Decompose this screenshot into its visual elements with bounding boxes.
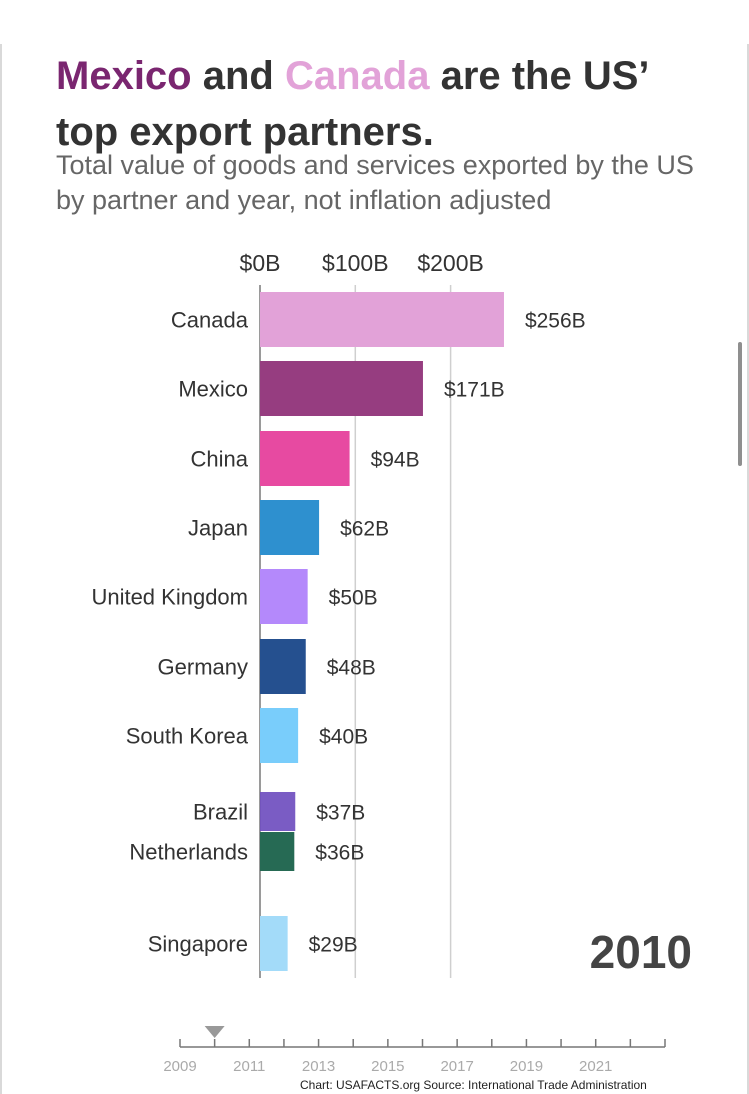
x-tick-label: $200B <box>417 250 484 276</box>
value-label: $40B <box>319 726 368 749</box>
timeline-handle[interactable] <box>204 1026 225 1038</box>
value-label: $48B <box>327 657 376 680</box>
bar <box>260 832 295 871</box>
bar <box>260 569 308 624</box>
chart-subtitle: Total value of goods and services export… <box>56 150 694 215</box>
category-label: Germany <box>158 655 248 680</box>
value-label: $171B <box>444 379 505 402</box>
category-label: Japan <box>188 516 248 541</box>
timeline-year-label: 2011 <box>233 1058 265 1075</box>
timeline-year-label: 2013 <box>302 1058 335 1075</box>
bar <box>260 792 296 831</box>
scrollbar-thumb[interactable] <box>738 342 742 466</box>
timeline-year-label: 2015 <box>371 1058 404 1075</box>
bar <box>260 500 320 555</box>
category-label: Singapore <box>148 932 248 957</box>
bar <box>260 708 299 763</box>
x-tick-label: $0B <box>240 250 281 276</box>
chart-headline: Mexico and Canada are the US’ top export… <box>56 48 716 160</box>
timeline-year-label: 2017 <box>440 1058 473 1075</box>
value-label: $37B <box>316 802 365 825</box>
category-label: Netherlands <box>129 840 248 865</box>
category-label: Mexico <box>178 377 248 402</box>
left-frame-border <box>0 44 2 1094</box>
category-label: Canada <box>171 308 249 333</box>
category-label: Brazil <box>193 800 248 825</box>
timeline-year-label: 2021 <box>579 1058 612 1075</box>
value-label: $29B <box>309 934 358 957</box>
right-frame-border <box>747 44 749 1094</box>
bar <box>260 361 423 416</box>
source-note: Chart: USAFACTS.org Source: Internationa… <box>300 1078 647 1092</box>
headline-and: and <box>191 54 285 98</box>
category-label: South Korea <box>126 724 249 749</box>
category-label: China <box>191 447 249 472</box>
value-label: $94B <box>371 449 420 472</box>
value-label: $36B <box>315 842 364 865</box>
category-label: United Kingdom <box>91 585 248 610</box>
headline-rest: are the US’ top export partners. <box>56 54 648 154</box>
value-label: $256B <box>525 310 586 333</box>
bar <box>260 916 288 971</box>
value-label: $62B <box>340 518 389 541</box>
bar <box>260 431 350 486</box>
x-tick-label: $100B <box>322 250 389 276</box>
timeline-year-label: 2019 <box>510 1058 543 1075</box>
timeline-year-label: 2009 <box>163 1058 196 1075</box>
bar <box>260 292 504 347</box>
year-label: 2010 <box>590 926 692 978</box>
headline-canada: Canada <box>284 54 430 98</box>
value-label: $50B <box>329 587 378 610</box>
headline-mexico: Mexico <box>56 54 192 98</box>
bar <box>260 639 306 694</box>
